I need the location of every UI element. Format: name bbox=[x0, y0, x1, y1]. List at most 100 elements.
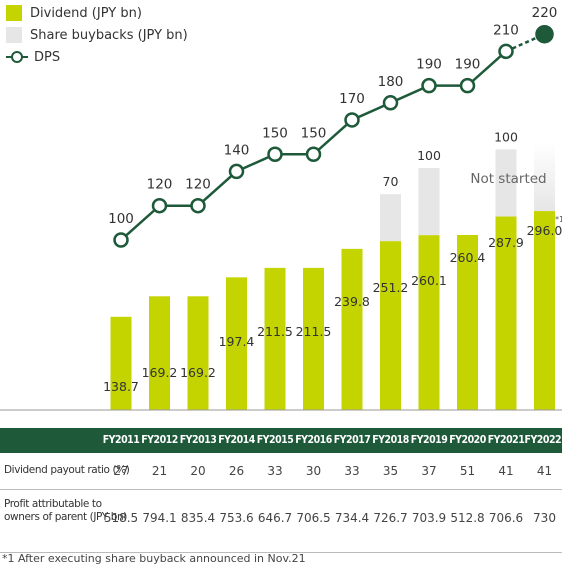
table-row-label: Profit attributable to owners of parent (… bbox=[4, 498, 127, 524]
table-cell: 41 bbox=[498, 464, 514, 478]
dps-point bbox=[382, 95, 399, 111]
buyback-value-label: 70 bbox=[383, 174, 399, 189]
dividend-value-label: 138.7 bbox=[103, 379, 139, 394]
table-header-cell: FY2018 bbox=[372, 434, 409, 446]
table-cell: 703.9 bbox=[411, 511, 447, 525]
dividend-value-label: 287.9 bbox=[488, 235, 524, 250]
table-row-label: Dividend payout ratio (%) bbox=[4, 464, 130, 477]
table-cell: 51 bbox=[459, 464, 476, 478]
dividend-value-label: 197.4 bbox=[219, 334, 255, 349]
dividend-bar bbox=[303, 267, 324, 410]
legend-label-dividend: Dividend (JPY bn) bbox=[30, 5, 142, 21]
buyback-bar bbox=[380, 194, 401, 242]
dividend-bar bbox=[495, 216, 517, 410]
buyback-bar bbox=[418, 168, 440, 236]
table-cell: 726.7 bbox=[373, 511, 408, 525]
table-cell: 518.5 bbox=[103, 511, 139, 525]
dividend-value-label: 239.8 bbox=[334, 294, 370, 309]
buyback-bar-not-started bbox=[534, 143, 555, 212]
dividend-bar bbox=[187, 296, 209, 410]
dividend-bar bbox=[226, 277, 247, 410]
table-header-cell: FY2012 bbox=[141, 434, 178, 446]
legend-label-buyback: Share buybacks (JPY bn) bbox=[30, 27, 188, 43]
dps-value-label: 150 bbox=[262, 125, 288, 141]
table-cell: 20 bbox=[190, 464, 206, 478]
dps-line bbox=[113, 24, 554, 248]
dividend-value-label: 260.1 bbox=[411, 273, 447, 288]
table-header-cell: FY2014 bbox=[218, 434, 255, 446]
buyback-value-label: 100 bbox=[494, 129, 518, 144]
dps-point bbox=[267, 146, 283, 162]
buyback-bars bbox=[380, 143, 555, 242]
table-divider bbox=[0, 552, 562, 553]
dividend-value-label: 296.0 bbox=[527, 223, 562, 238]
table-header-cell: FY2021 bbox=[487, 434, 525, 446]
table-divider bbox=[0, 489, 562, 490]
dividend-value-label: 169.2 bbox=[180, 365, 216, 380]
table-header-cell: FY2017 bbox=[333, 434, 371, 446]
buyback-bar bbox=[495, 149, 517, 217]
legend-label-dps: DPS bbox=[34, 49, 61, 65]
dividend-bars bbox=[110, 211, 555, 410]
dps-value-label: 180 bbox=[378, 74, 404, 90]
table-cell: 30 bbox=[305, 464, 322, 478]
dps-point bbox=[228, 163, 245, 180]
dividend-bar bbox=[380, 241, 401, 410]
table-cell: 26 bbox=[228, 464, 245, 478]
table-header-cell: FY2022E bbox=[524, 434, 562, 446]
table-header-cell: FY2020 bbox=[449, 434, 486, 446]
dividend-bar bbox=[264, 267, 286, 410]
table-cell: 27 bbox=[113, 464, 129, 478]
table-cell: 753.6 bbox=[219, 511, 254, 525]
dividend-value-label: 211.5 bbox=[296, 324, 332, 339]
table-cell: 835.4 bbox=[180, 511, 216, 525]
dps-value-label: 190 bbox=[416, 57, 442, 73]
dps-value-label: 100 bbox=[108, 211, 134, 227]
table-cell: 21 bbox=[151, 464, 168, 478]
table-cell: 794.1 bbox=[142, 511, 177, 525]
dividend-bar bbox=[457, 235, 478, 410]
legend-item-dividend: Dividend (JPY bn) bbox=[6, 2, 188, 24]
dps-point bbox=[535, 24, 554, 44]
buyback-value-label: 100 bbox=[417, 148, 441, 163]
dps-value-label: 190 bbox=[455, 57, 481, 73]
table-header-cell: FY2019 bbox=[410, 434, 448, 446]
table-cell: 35 bbox=[382, 464, 399, 478]
table-cell: 512.8 bbox=[450, 511, 485, 525]
table-cell: 33 bbox=[267, 464, 283, 478]
dps-point bbox=[421, 77, 437, 94]
footnote: *1 After executing share buyback announc… bbox=[2, 552, 306, 565]
dps-point bbox=[190, 197, 206, 214]
dps-point bbox=[344, 112, 360, 128]
table-header-cell: FY2011 bbox=[102, 434, 140, 446]
table-header-cell: FY2016 bbox=[295, 434, 332, 446]
legend-line-dps-icon bbox=[6, 49, 28, 65]
dps-value-label: 210 bbox=[493, 22, 519, 38]
dps-point bbox=[305, 146, 322, 162]
table-cell: 41 bbox=[536, 464, 553, 478]
chart-legend: Dividend (JPY bn) Share buybacks (JPY bn… bbox=[6, 2, 188, 68]
table-header-cell: FY2015 bbox=[256, 434, 294, 446]
not-started-annotation: Not started bbox=[470, 171, 546, 187]
dividend-value-label: 169.2 bbox=[142, 365, 178, 380]
dps-solid-line bbox=[120, 50, 507, 241]
dividend-bar bbox=[534, 211, 555, 410]
dps-point bbox=[151, 197, 168, 214]
dividend-bar bbox=[149, 296, 170, 410]
table-cell: 734.4 bbox=[334, 511, 370, 525]
table-cell: 706.5 bbox=[296, 511, 331, 525]
dividend-value-label: 251.2 bbox=[373, 280, 409, 295]
legend-item-dps: DPS bbox=[6, 46, 188, 68]
dps-point bbox=[498, 43, 514, 60]
dps-value-label: 120 bbox=[147, 177, 173, 193]
table-cell: 646.7 bbox=[257, 511, 293, 525]
table-header: FY2011 FY2012 FY2013 FY2014 FY2015 FY2016 FY20… bbox=[0, 428, 562, 453]
dps-value-label: 170 bbox=[339, 91, 365, 107]
dps-point bbox=[113, 232, 129, 248]
table-row-label-line: Dividend payout ratio (%) bbox=[4, 464, 130, 476]
dps-point bbox=[459, 77, 476, 94]
legend-swatch-buyback bbox=[6, 27, 22, 43]
dps-value-label: 220 bbox=[532, 5, 558, 21]
